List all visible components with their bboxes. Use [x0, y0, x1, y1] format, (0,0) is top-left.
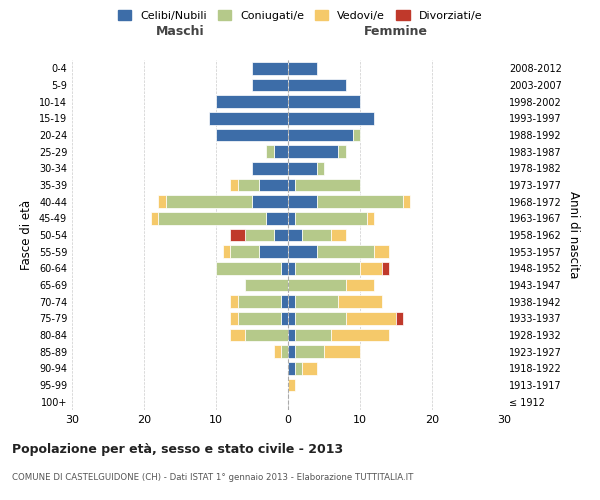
Bar: [288, 262, 295, 274]
Bar: [259, 179, 288, 192]
Bar: [288, 112, 374, 124]
Bar: [317, 246, 374, 258]
Bar: [166, 196, 252, 208]
Bar: [295, 312, 346, 324]
Bar: [288, 196, 317, 208]
Bar: [338, 146, 346, 158]
Bar: [158, 212, 266, 224]
Bar: [245, 329, 288, 341]
Bar: [216, 129, 288, 141]
Y-axis label: Anni di nascita: Anni di nascita: [567, 192, 580, 278]
Bar: [295, 296, 338, 308]
Bar: [367, 212, 374, 224]
Bar: [151, 212, 158, 224]
Bar: [288, 296, 295, 308]
Bar: [288, 62, 317, 74]
Bar: [230, 296, 238, 308]
Bar: [245, 279, 288, 291]
Bar: [288, 229, 302, 241]
Bar: [295, 362, 302, 374]
Bar: [288, 96, 360, 108]
Bar: [288, 162, 317, 174]
Bar: [353, 129, 360, 141]
Bar: [288, 379, 295, 391]
Bar: [274, 229, 288, 241]
Bar: [288, 346, 295, 358]
Bar: [288, 129, 353, 141]
Bar: [317, 162, 324, 174]
Bar: [295, 212, 367, 224]
Bar: [288, 362, 295, 374]
Bar: [230, 229, 245, 241]
Bar: [281, 312, 288, 324]
Bar: [302, 229, 331, 241]
Bar: [252, 162, 288, 174]
Y-axis label: Fasce di età: Fasce di età: [20, 200, 33, 270]
Bar: [317, 196, 403, 208]
Bar: [288, 79, 346, 92]
Bar: [216, 262, 281, 274]
Bar: [288, 246, 317, 258]
Bar: [223, 246, 230, 258]
Bar: [288, 329, 295, 341]
Bar: [360, 262, 382, 274]
Bar: [238, 296, 281, 308]
Bar: [295, 329, 331, 341]
Bar: [252, 196, 288, 208]
Bar: [238, 179, 259, 192]
Bar: [331, 229, 346, 241]
Bar: [288, 179, 295, 192]
Bar: [346, 279, 374, 291]
Bar: [295, 346, 324, 358]
Bar: [238, 312, 281, 324]
Bar: [209, 112, 288, 124]
Text: COMUNE DI CASTELGUIDONE (CH) - Dati ISTAT 1° gennaio 2013 - Elaborazione TUTTITA: COMUNE DI CASTELGUIDONE (CH) - Dati ISTA…: [12, 472, 413, 482]
Bar: [338, 296, 382, 308]
Text: Maschi: Maschi: [155, 24, 205, 38]
Bar: [230, 329, 245, 341]
Bar: [274, 346, 281, 358]
Bar: [259, 246, 288, 258]
Bar: [216, 96, 288, 108]
Bar: [230, 179, 238, 192]
Bar: [245, 229, 274, 241]
Bar: [252, 62, 288, 74]
Bar: [281, 296, 288, 308]
Bar: [266, 212, 288, 224]
Bar: [403, 196, 410, 208]
Legend: Celibi/Nubili, Coniugati/e, Vedovi/e, Divorziati/e: Celibi/Nubili, Coniugati/e, Vedovi/e, Di…: [113, 6, 487, 25]
Bar: [324, 346, 360, 358]
Bar: [158, 196, 166, 208]
Bar: [288, 146, 338, 158]
Text: Popolazione per età, sesso e stato civile - 2013: Popolazione per età, sesso e stato civil…: [12, 442, 343, 456]
Bar: [331, 329, 389, 341]
Bar: [266, 146, 274, 158]
Bar: [396, 312, 403, 324]
Bar: [230, 312, 238, 324]
Bar: [230, 246, 259, 258]
Bar: [288, 279, 346, 291]
Bar: [295, 179, 360, 192]
Bar: [281, 346, 288, 358]
Text: Femmine: Femmine: [364, 24, 428, 38]
Bar: [281, 262, 288, 274]
Bar: [252, 79, 288, 92]
Bar: [374, 246, 389, 258]
Bar: [346, 312, 396, 324]
Bar: [288, 312, 295, 324]
Bar: [295, 262, 360, 274]
Bar: [382, 262, 389, 274]
Bar: [288, 212, 295, 224]
Bar: [302, 362, 317, 374]
Bar: [274, 146, 288, 158]
